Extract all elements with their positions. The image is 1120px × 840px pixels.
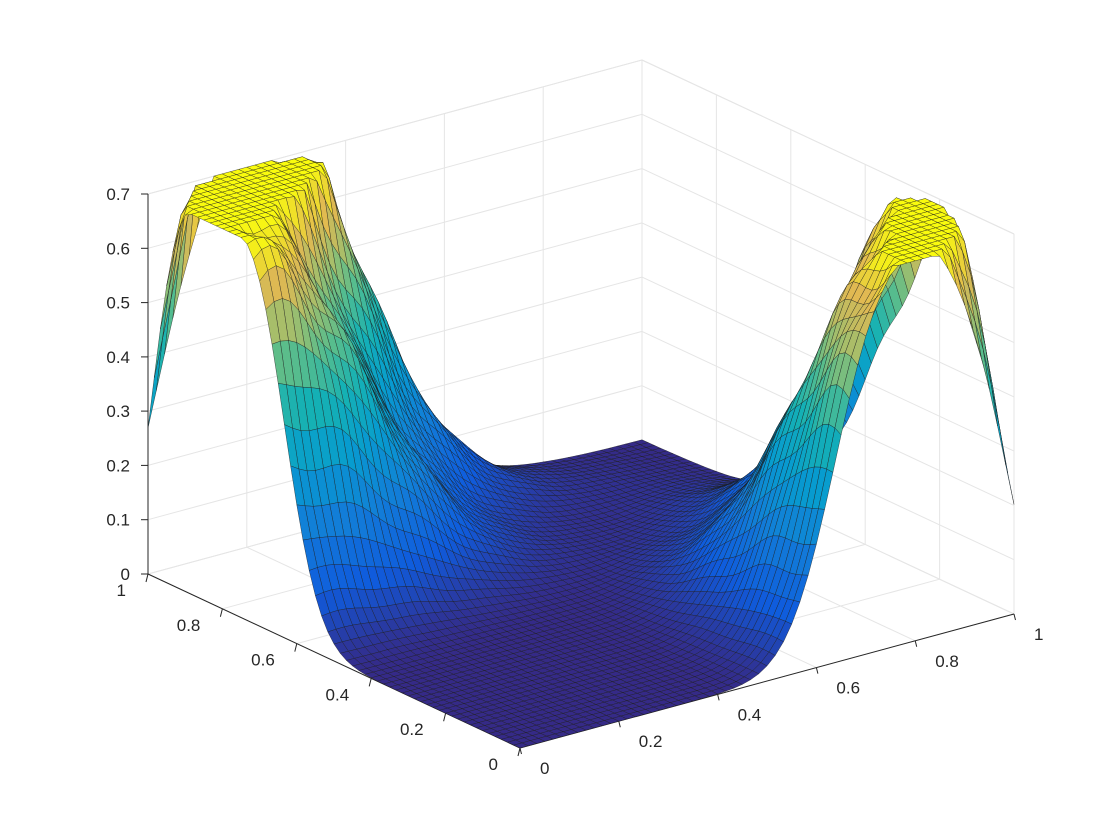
y-tick-label: 0.4 bbox=[326, 685, 350, 704]
surface-patch bbox=[513, 742, 529, 749]
surface-patch bbox=[982, 349, 998, 426]
x-tick-mark bbox=[914, 640, 918, 647]
y-tick-label: 0.6 bbox=[251, 651, 275, 670]
tick-labels: 00.20.40.60.8100.20.40.60.8100.10.20.30.… bbox=[106, 185, 1043, 778]
y-tick-label: 1 bbox=[117, 581, 126, 600]
y-tick-mark bbox=[443, 713, 447, 722]
surface-patch bbox=[999, 427, 1015, 505]
y-tick-mark bbox=[219, 608, 223, 617]
x-tick-label: 0.4 bbox=[738, 705, 762, 724]
y-tick-mark bbox=[517, 747, 521, 757]
wall-grid-line bbox=[641, 168, 1015, 344]
x-tick-label: 1 bbox=[1034, 625, 1043, 644]
wall-grid-line bbox=[641, 222, 1015, 398]
x-tick-label: 0.8 bbox=[935, 652, 959, 671]
z-tick-label: 0 bbox=[121, 565, 130, 584]
y-tick-mark bbox=[294, 643, 298, 652]
x-tick-mark bbox=[815, 667, 819, 674]
y-tick-label: 0.8 bbox=[177, 616, 201, 635]
z-tick-label: 0.3 bbox=[106, 402, 130, 421]
x-tick-mark bbox=[618, 721, 621, 728]
x-tick-label: 0.6 bbox=[836, 679, 860, 698]
z-tick-label: 0.4 bbox=[106, 348, 130, 367]
y-tick-mark bbox=[145, 573, 149, 583]
z-tick-label: 0.1 bbox=[106, 511, 130, 530]
y-tick-label: 0 bbox=[489, 755, 498, 774]
wall-grid-line bbox=[147, 222, 643, 358]
surface-plot bbox=[147, 156, 1015, 749]
x-tick-label: 0 bbox=[540, 759, 549, 778]
chart-grid bbox=[147, 59, 1015, 749]
wall-grid-line bbox=[147, 168, 643, 304]
z-tick-label: 0.2 bbox=[106, 456, 130, 475]
x-tick-mark bbox=[717, 694, 720, 701]
y-tick-label: 0.2 bbox=[400, 720, 424, 739]
z-tick-label: 0.7 bbox=[106, 185, 130, 204]
box-edge bbox=[641, 59, 1015, 235]
z-tick-label: 0.5 bbox=[106, 294, 130, 313]
z-tick-label: 0.6 bbox=[106, 239, 130, 258]
surface-patch bbox=[991, 384, 1007, 466]
y-tick-mark bbox=[368, 678, 372, 687]
x-tick-mark bbox=[1013, 613, 1016, 621]
surface-patch bbox=[147, 338, 163, 429]
x-tick-label: 0.2 bbox=[639, 732, 663, 751]
